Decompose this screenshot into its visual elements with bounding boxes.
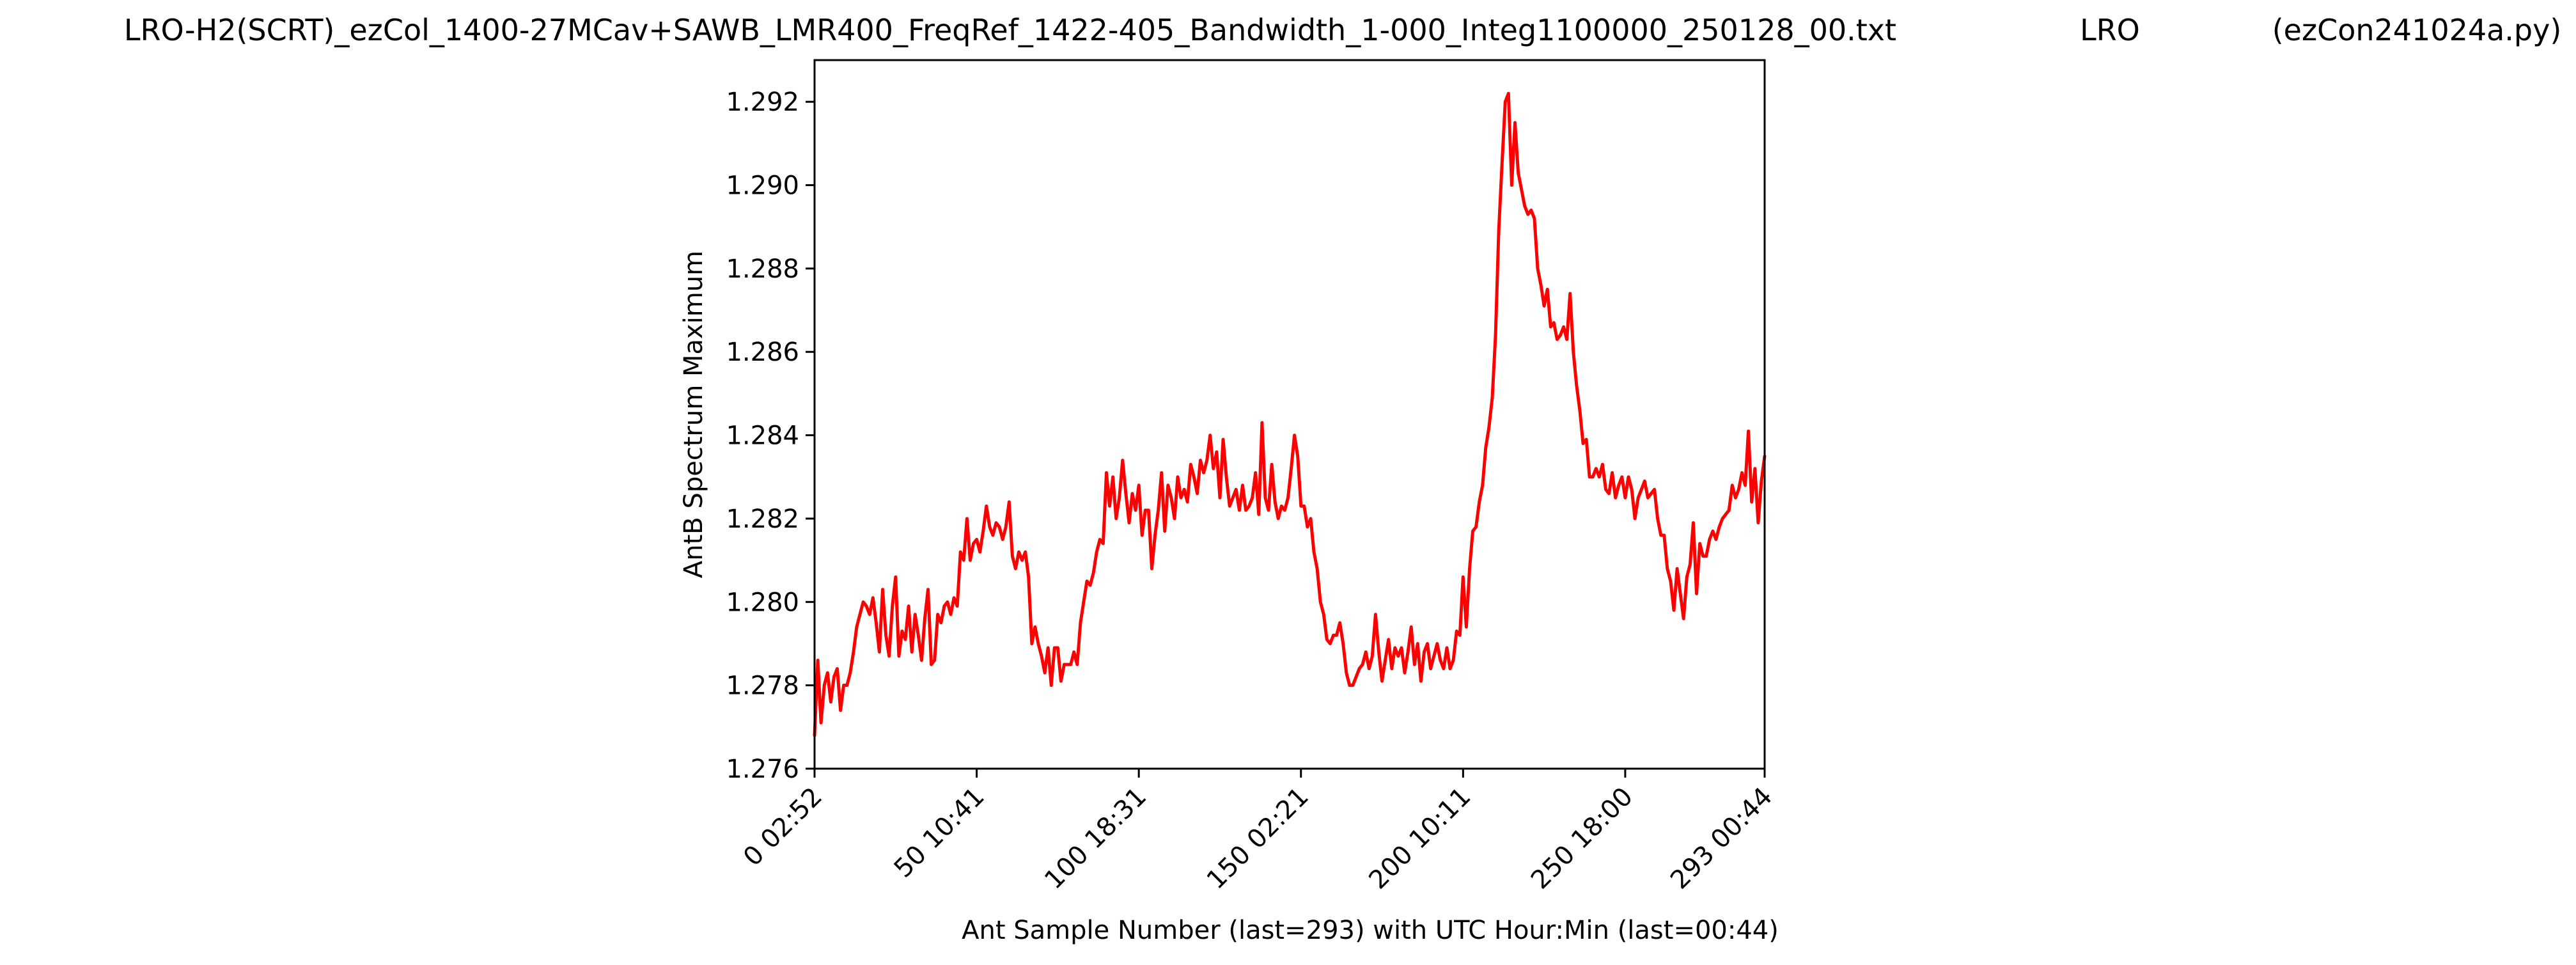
axes-frame [813,59,1766,770]
figure-title: LRO-H2(SCRT)_ezCol_1400-27MCav+SAWB_LMR4… [124,13,2561,47]
title-filename: LRO-H2(SCRT)_ezCol_1400-27MCav+SAWB_LMR4… [124,13,1896,47]
y-tick-label: 1.290 [726,171,799,201]
y-tick-label: 1.276 [726,755,799,784]
plot-area [813,59,1767,770]
title-station: LRO [2080,13,2140,47]
y-tick-label: 1.282 [726,505,799,534]
x-axis-label: Ant Sample Number (last=293) with UTC Ho… [962,916,1779,945]
title-program: (ezCon241024a.py) [2272,13,2562,47]
y-tick-label: 1.280 [726,588,799,617]
series-line [813,91,1767,737]
y-axis-label: AntB Spectrum Maximum [679,251,708,578]
y-tick-label: 1.286 [726,338,799,367]
y-tick-label: 1.278 [726,671,799,701]
y-tick-label: 1.292 [726,88,799,117]
y-tick-label: 1.284 [726,421,799,451]
y-tick-label: 1.288 [726,255,799,284]
y-axis-ticks: 1.276 1.278 1.280 1.282 1.284 1.286 1.288 1.290… [726,88,815,784]
